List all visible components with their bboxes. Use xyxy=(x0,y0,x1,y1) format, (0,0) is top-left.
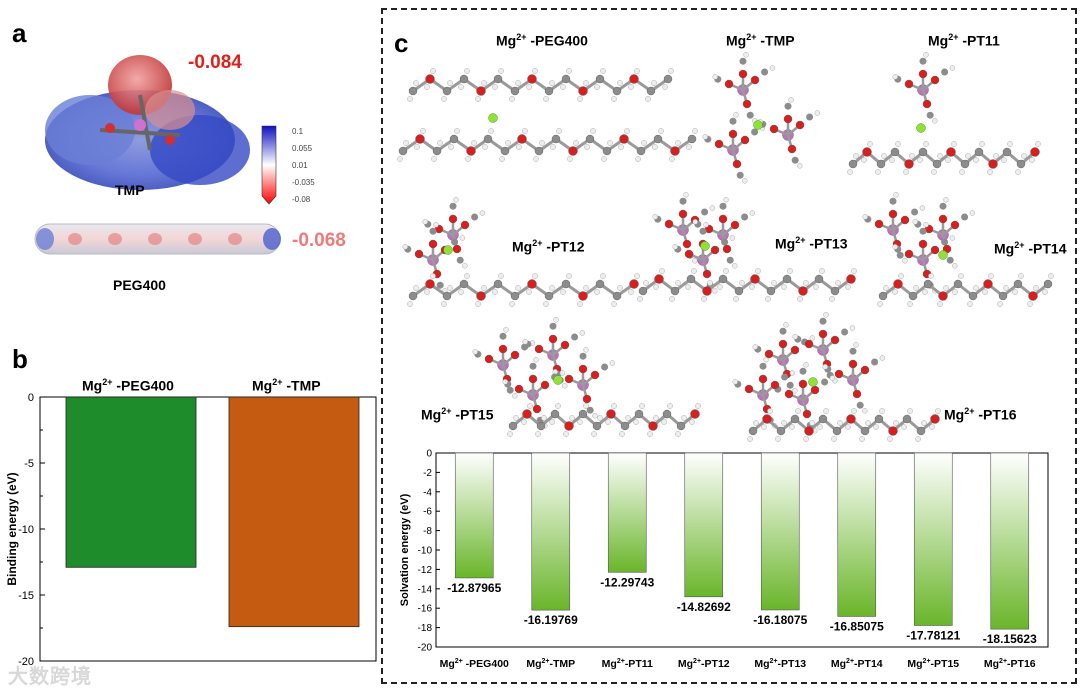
mg-ion xyxy=(488,113,498,123)
molecule-pt14 xyxy=(862,192,1054,307)
structure-label-pt12: Mg2+ -PT12 xyxy=(512,238,585,255)
molecule-peg400 xyxy=(397,68,698,162)
solvation-bar xyxy=(760,452,800,611)
y-tick-label: -4 xyxy=(423,487,432,498)
peg400-esp-value: -0.068 xyxy=(292,230,346,251)
structure-label-pt15: Mg2+ -PT15 xyxy=(421,406,494,423)
mg-ion xyxy=(753,120,763,130)
y-tick-label: 0 xyxy=(426,449,432,460)
y-tick-label: -14 xyxy=(418,584,433,595)
structure-label-pt16: Mg2+ -PT16 xyxy=(944,406,1017,423)
solvation-bar xyxy=(684,452,724,598)
molecule-pt11 xyxy=(847,52,1041,175)
x-tick-label: Mg2+-PT13 xyxy=(754,658,806,670)
y-tick-label: -5 xyxy=(24,458,34,470)
colorbar-tick: -0.08 xyxy=(292,195,311,204)
tmp-label: TMP xyxy=(115,182,145,198)
mg-ion xyxy=(938,250,948,260)
mg-ion xyxy=(916,123,926,133)
solvation-bar xyxy=(607,452,647,573)
data-label: -14.82692 xyxy=(677,600,731,614)
x-tick-label: Mg2+ -PEG400 xyxy=(440,658,509,670)
esp-colorbar: 0.1 0.055 0.01 -0.035 -0.08 xyxy=(261,125,315,205)
mg-ion xyxy=(553,375,563,385)
solvation-bar xyxy=(990,452,1030,630)
data-label: -16.18075 xyxy=(753,613,807,627)
colorbar-tick: -0.035 xyxy=(292,178,315,187)
binding-energy-chart: 0 -5 -10 -15 -20 Binding energy (eV) xyxy=(5,392,377,668)
solvation-bar xyxy=(454,452,494,579)
data-label: -12.87965 xyxy=(447,581,501,595)
y-tick-label: -10 xyxy=(18,524,34,536)
mg-ion xyxy=(443,245,453,255)
solvation-bar xyxy=(837,452,877,617)
y-tick-label: -20 xyxy=(418,643,433,654)
molecule-pt16 xyxy=(732,312,941,442)
peg400-esp-surface xyxy=(34,223,281,255)
panel-a-letter: a xyxy=(12,18,27,48)
y-axis-label: Binding energy (eV) xyxy=(5,472,19,585)
mg-ion xyxy=(700,241,710,251)
x-tick-label: Mg2+-PT11 xyxy=(602,658,653,670)
molecule-pt13 xyxy=(637,192,857,302)
x-tick-label: Mg2+-TMP xyxy=(526,658,575,670)
bar-peg400 xyxy=(65,396,197,568)
colorbar-tick: 0.1 xyxy=(292,127,304,136)
tmp-esp-surface xyxy=(45,55,250,190)
structure-label-peg400: Mg2+ -PEG400 xyxy=(496,32,588,49)
panel-a-figure: 0.1 0.055 0.01 -0.035 -0.08 xyxy=(34,55,315,255)
structure-label-pt13: Mg2+ -PT13 xyxy=(775,235,848,252)
solvation-energy-chart: 0 -2 -4 -6 -8 -10 -12 -14 -16 -18 -20 Solvation ene… xyxy=(399,449,1049,670)
data-label: -18.15623 xyxy=(983,632,1037,646)
y-tick-label: -6 xyxy=(423,507,432,518)
y-tick-label: -18 xyxy=(418,623,433,634)
y-tick-label: -8 xyxy=(423,526,432,537)
panel-b-letter: b xyxy=(12,344,28,374)
colorbar-tick: 0.01 xyxy=(292,161,308,170)
panel-c-frame xyxy=(381,8,1077,684)
molecule-pt15 xyxy=(472,317,701,437)
y-tick-label: -20 xyxy=(18,656,34,668)
x-tick-label: Mg2+-PT14 xyxy=(831,658,883,670)
colorbar-tick: 0.055 xyxy=(292,144,313,153)
panel-c-letter: c xyxy=(394,28,409,58)
x-tick-label: Mg2+-PT16 xyxy=(984,658,1036,670)
data-label: -16.85075 xyxy=(830,619,884,633)
structure-label-tmp: Mg2+ -TMP xyxy=(726,32,795,49)
y-tick-label: -16 xyxy=(418,604,433,615)
x-tick-label: Mg2+-PT15 xyxy=(907,658,959,670)
bar-label-tmp: Mg2+ -TMP xyxy=(252,377,321,394)
structure-label-pt14: Mg2+ -PT14 xyxy=(994,240,1067,257)
y-axis-label: Solvation energy (eV) xyxy=(399,493,411,606)
tmp-esp-value: -0.084 xyxy=(188,52,242,73)
y-tick-label: -2 xyxy=(423,468,432,479)
bar-tmp xyxy=(228,396,360,628)
y-tick-label: -10 xyxy=(418,546,433,557)
watermark-text: 大数跨境 xyxy=(8,666,92,688)
data-label: -12.29743 xyxy=(600,575,654,589)
peg400-label: PEG400 xyxy=(113,277,166,293)
mg-ion xyxy=(808,377,818,387)
structure-label-pt11: Mg2+ -PT11 xyxy=(928,32,1000,49)
molecule-tmp xyxy=(702,52,821,184)
y-tick-label: 0 xyxy=(28,392,34,404)
y-tick-label: -12 xyxy=(418,565,433,576)
solvation-bar xyxy=(913,452,953,626)
solvation-bar xyxy=(531,452,571,611)
x-tick-label: Mg2+-PT12 xyxy=(678,658,730,670)
y-tick-label: -15 xyxy=(18,590,34,602)
data-label: -17.78121 xyxy=(906,628,960,642)
data-label: -16.19769 xyxy=(524,613,578,627)
bar-label-peg400: Mg2+ -PEG400 xyxy=(82,377,174,394)
solvation-structures xyxy=(397,52,1054,442)
molecule-pt12 xyxy=(402,197,640,307)
